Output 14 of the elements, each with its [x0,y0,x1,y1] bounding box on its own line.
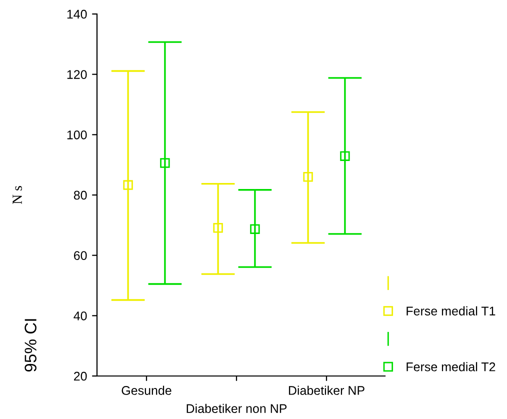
x-tick-label: Gesunde [122,386,172,395]
y-tick-label: 100 [67,130,87,140]
x-tick-label: Diabetiker non NP [186,404,287,414]
y-tick-label: 140 [67,10,87,19]
text: 95% CI [24,319,36,372]
x-tick-label: Diabetiker NP [288,386,364,395]
y-tick-label: 40 [74,311,87,320]
y-axis-title: N s [12,186,22,204]
y-tick-label: 60 [74,251,87,260]
legend-label: Ferse medial T2 [406,362,496,372]
legend-label: Ferse medial T1 [406,306,496,316]
y-tick-label: 20 [74,372,87,381]
y-tick-label: 120 [67,70,87,79]
y-tick-label: 80 [74,190,87,200]
